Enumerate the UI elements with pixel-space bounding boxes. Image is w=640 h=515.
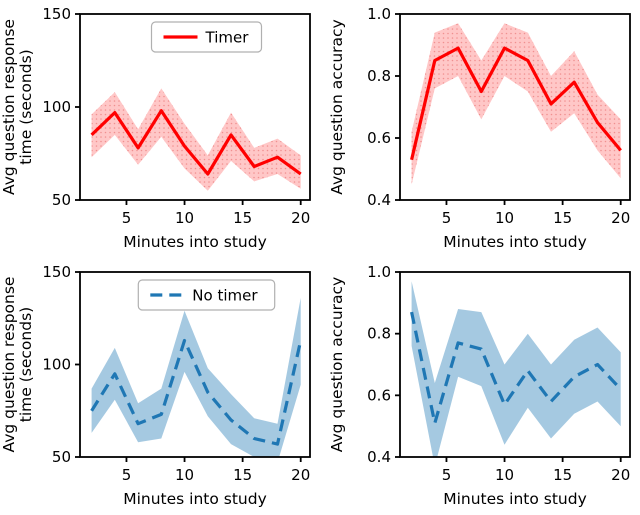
data-line-accuracy-no-timer bbox=[410, 311, 622, 425]
x-tick-label: 5 bbox=[122, 209, 132, 227]
axes-frame bbox=[399, 271, 631, 458]
legend-label: No timer bbox=[192, 287, 258, 305]
x-tick-label: 5 bbox=[442, 466, 452, 484]
confidence-band-texture bbox=[91, 88, 301, 191]
x-tick-label: 15 bbox=[233, 466, 252, 484]
x-axis-label: Minutes into study bbox=[443, 490, 587, 508]
y-tick-label: 0.8 bbox=[367, 325, 391, 343]
x-tick-label: 15 bbox=[553, 466, 572, 484]
y-tick-label: 150 bbox=[42, 5, 71, 23]
axes-frame bbox=[399, 13, 631, 201]
y-tick-label: 1.0 bbox=[367, 5, 391, 23]
x-tick-label: 15 bbox=[233, 209, 252, 227]
plot-accuracy-no-timer: 5 10 15 20 0.4 0.6 0.8 1.0 Minutes into study Avg… bbox=[320, 258, 640, 515]
x-tick-label: 20 bbox=[291, 466, 310, 484]
x-tick-label: 10 bbox=[495, 209, 514, 227]
y-tick-label: 0.8 bbox=[367, 67, 391, 85]
y-tick-label: 0.4 bbox=[367, 191, 391, 209]
y-tick-label: 0.6 bbox=[367, 386, 391, 404]
y-axis-label: Avg question accuracy bbox=[328, 19, 346, 194]
y-tick-label: 0.6 bbox=[367, 129, 391, 147]
x-tick-label: 20 bbox=[611, 209, 630, 227]
x-axis-label: Minutes into study bbox=[443, 233, 587, 251]
y-tick-label: 100 bbox=[42, 98, 71, 116]
x-tick-label: 10 bbox=[495, 466, 514, 484]
y-tick-label: 150 bbox=[42, 263, 71, 281]
confidence-band-texture bbox=[411, 23, 621, 185]
x-tick-label: 5 bbox=[122, 466, 132, 484]
x-axis-label: Minutes into study bbox=[123, 233, 267, 251]
y-tick-label: 100 bbox=[42, 356, 71, 374]
plot-accuracy-timer: 5 10 15 20 0.4 0.6 0.8 1.0 Minutes into study Avg… bbox=[320, 0, 640, 258]
data-line-accuracy-timer bbox=[410, 46, 622, 161]
chart-svg-accuracy-no-timer: 5 10 15 20 0.4 0.6 0.8 1.0 Minutes into study Avg… bbox=[328, 263, 631, 508]
y-tick-label: 1.0 bbox=[367, 263, 391, 281]
confidence-band bbox=[411, 281, 621, 457]
data-line-response-time-timer bbox=[90, 109, 302, 176]
x-tick-label: 5 bbox=[442, 209, 452, 227]
chart-svg-response-time-no-timer: 5 10 15 20 50 100 150 Minutes into study Avg que… bbox=[0, 263, 311, 508]
y-axis-label: time (seconds) bbox=[17, 307, 35, 422]
y-axis-label: Avg question accuracy bbox=[328, 277, 346, 452]
y-axis-label: time (seconds) bbox=[17, 49, 35, 164]
y-tick-label: 50 bbox=[52, 448, 71, 466]
x-axis-label: Minutes into study bbox=[123, 490, 267, 508]
chart-svg-accuracy-timer: 5 10 15 20 0.4 0.6 0.8 1.0 Minutes into study Avg… bbox=[328, 5, 631, 251]
x-tick-label: 10 bbox=[175, 466, 194, 484]
x-tick-label: 10 bbox=[175, 209, 194, 227]
legend-label: Timer bbox=[205, 29, 250, 47]
x-tick-label: 20 bbox=[611, 466, 630, 484]
data-line-response-time-no-timer bbox=[90, 338, 303, 446]
x-tick-label: 20 bbox=[291, 209, 310, 227]
x-tick-label: 15 bbox=[553, 209, 572, 227]
plot-response-time-no-timer: 5 10 15 20 50 100 150 Minutes into study Avg que… bbox=[0, 258, 320, 515]
legend-box bbox=[137, 279, 276, 311]
y-axis-label: Avg question response bbox=[0, 277, 18, 453]
y-axis-label: Avg question response bbox=[0, 19, 18, 195]
legend-box bbox=[150, 21, 263, 53]
chart-svg-response-time-timer: 5 10 15 20 50 100 150 Minutes into study Avg que… bbox=[0, 5, 311, 251]
y-tick-label: 50 bbox=[52, 191, 71, 209]
y-tick-label: 0.4 bbox=[367, 448, 391, 466]
confidence-band bbox=[91, 297, 301, 457]
plot-response-time-timer: 5 10 15 20 50 100 150 Minutes into study Avg que… bbox=[0, 0, 320, 258]
